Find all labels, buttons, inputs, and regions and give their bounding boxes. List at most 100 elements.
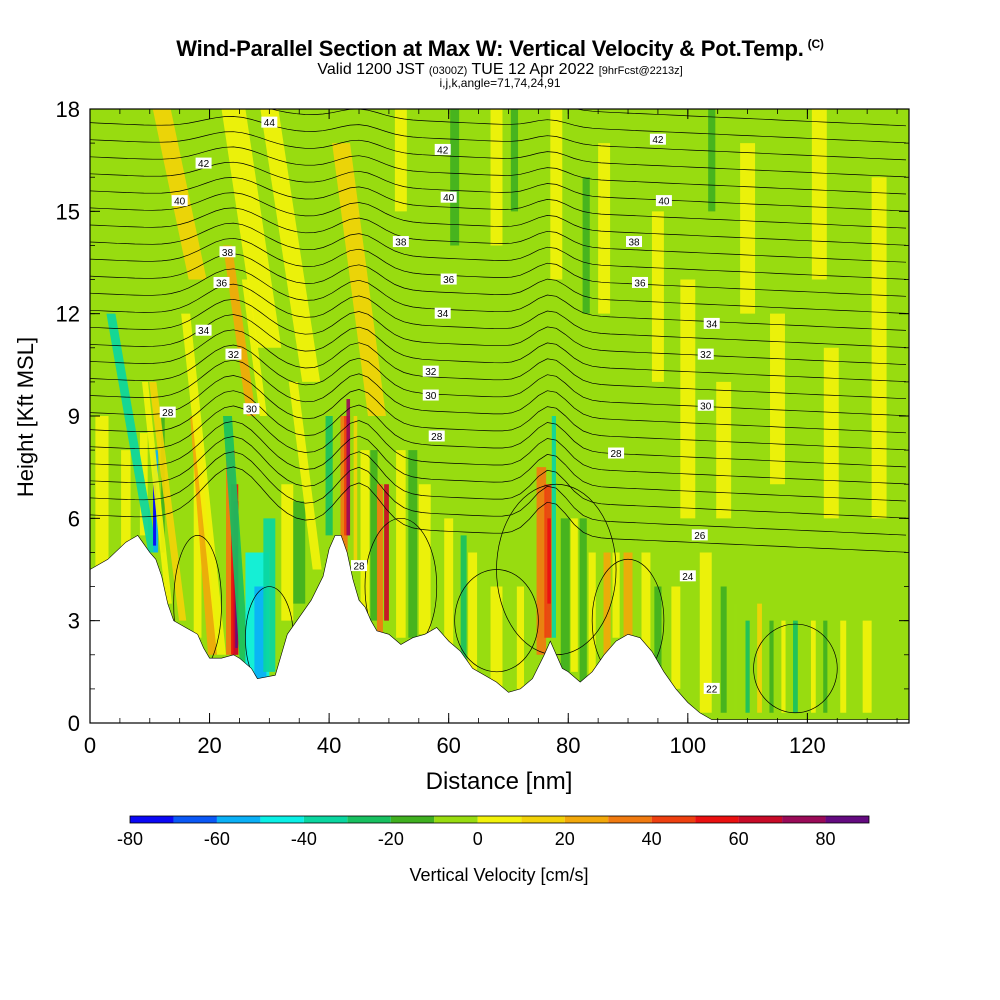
terrain-mask [89, 535, 910, 724]
velocity-column [394, 109, 407, 212]
x-tick-label: 120 [789, 733, 826, 758]
forecast-info: [9hrFcst@2213z] [598, 65, 683, 77]
theta-contour-loop [753, 623, 838, 714]
contour-label: 42 [198, 159, 210, 170]
contour-label: 34 [198, 326, 210, 337]
velocity-column [745, 620, 750, 713]
contour-label: 40 [174, 197, 186, 208]
contour-label: 28 [353, 562, 365, 573]
contour-label-box [440, 273, 457, 285]
colorbar-swatch [695, 816, 739, 823]
x-axis-label: Distance [nm] [426, 768, 573, 795]
valid-date: TUE 12 Apr 2022 [471, 61, 595, 78]
contour-label-box [422, 365, 439, 377]
contour-label-box [703, 682, 720, 694]
y-tick-label: 9 [68, 404, 80, 429]
velocity-column [793, 620, 798, 713]
contour-label-box [440, 191, 457, 203]
contour-label: 42 [652, 135, 664, 146]
colorbar-tick-label: -20 [378, 829, 404, 849]
velocity-column [570, 518, 578, 672]
contour-label-box [434, 143, 451, 155]
contour-label-box [703, 317, 720, 329]
valid-prefix: Valid 1200 JST [317, 61, 425, 78]
velocity-column [396, 450, 406, 638]
contour-label: 44 [264, 118, 276, 129]
contour-label: 40 [443, 193, 455, 204]
velocity-column [840, 620, 847, 713]
grid-indices-line: i,j,k,angle=71,74,24,91 [439, 76, 561, 90]
theta-contour-line [90, 146, 907, 195]
velocity-column [430, 518, 443, 635]
colorbar-swatch [782, 816, 826, 823]
velocity-column [332, 143, 386, 416]
contour-label: 30 [425, 391, 437, 402]
theta-contour-line [90, 131, 907, 178]
velocity-column [293, 501, 306, 604]
contour-label: 32 [228, 350, 240, 361]
theta-contour-line [90, 298, 907, 365]
velocity-column [241, 279, 267, 416]
colorbar-frame [129, 815, 870, 824]
velocity-column [823, 347, 839, 519]
contour-label: 26 [694, 531, 706, 542]
y-tick-label: 12 [56, 302, 80, 327]
y-tick-label: 0 [68, 711, 80, 736]
colorbar-swatch [173, 816, 217, 823]
contour-label-box [697, 399, 714, 411]
theta-contour-line [90, 420, 907, 502]
contour-label: 38 [628, 238, 640, 249]
velocity-column [223, 416, 250, 679]
contour-label-box [225, 348, 242, 360]
contour-label-box [422, 389, 439, 401]
colorbar-tick-label: 0 [473, 829, 483, 849]
velocity-column [353, 416, 358, 570]
contour-label: 36 [216, 278, 228, 289]
colorbar-label: Vertical Velocity [cm/s] [409, 865, 588, 885]
velocity-column [579, 518, 587, 683]
contour-label-box [608, 447, 625, 459]
contour-label: 32 [700, 350, 712, 361]
contour-label-box [691, 529, 708, 541]
colorbar-swatch [434, 816, 478, 823]
velocity-column [510, 109, 519, 212]
velocity-column [121, 450, 131, 553]
velocity-column [810, 620, 816, 713]
x-tick-label: 100 [669, 733, 706, 758]
colorbar-swatch [521, 816, 565, 823]
x-tick-label: 0 [84, 733, 96, 758]
velocity-column [95, 416, 109, 587]
colorbar-tick-label: 80 [816, 829, 836, 849]
contour-label: 28 [431, 432, 443, 443]
valid-time-line: Valid 1200 JST (0300Z) TUE 12 Apr 2022 [… [0, 61, 1000, 79]
contour-label-box [195, 157, 212, 169]
velocity-column [450, 109, 460, 246]
contour-label: 30 [700, 401, 712, 412]
theta-contour-line [574, 109, 907, 127]
x-tick-label: 40 [317, 733, 341, 758]
copyright-mark: (C) [807, 36, 824, 51]
velocity-column [550, 109, 563, 280]
contour-label: 34 [437, 309, 449, 320]
velocity-column [560, 518, 570, 672]
theta-contour-line [90, 207, 907, 263]
colorbar: -80 -60 -40 -20 0 20 40 60 80 [117, 815, 870, 849]
velocity-column [651, 211, 664, 382]
velocity-column [871, 177, 887, 519]
colorbar-tick-label: -40 [291, 829, 317, 849]
y-tick-label: 15 [56, 199, 80, 224]
contour-label: 28 [611, 449, 623, 460]
theta-contour-line [90, 329, 907, 400]
x-tick-label: 20 [197, 733, 221, 758]
velocity-column [223, 245, 256, 416]
velocity-column [699, 552, 712, 713]
velocity-column [671, 586, 681, 689]
contour-label-box [392, 236, 409, 248]
theta-contour-line [90, 344, 907, 417]
valid-utc: (0300Z) [428, 65, 468, 77]
colorbar-tick-label: 40 [642, 829, 662, 849]
velocity-column [770, 313, 785, 485]
colorbar-swatch [216, 816, 261, 823]
y-tick-label: 6 [68, 506, 80, 531]
